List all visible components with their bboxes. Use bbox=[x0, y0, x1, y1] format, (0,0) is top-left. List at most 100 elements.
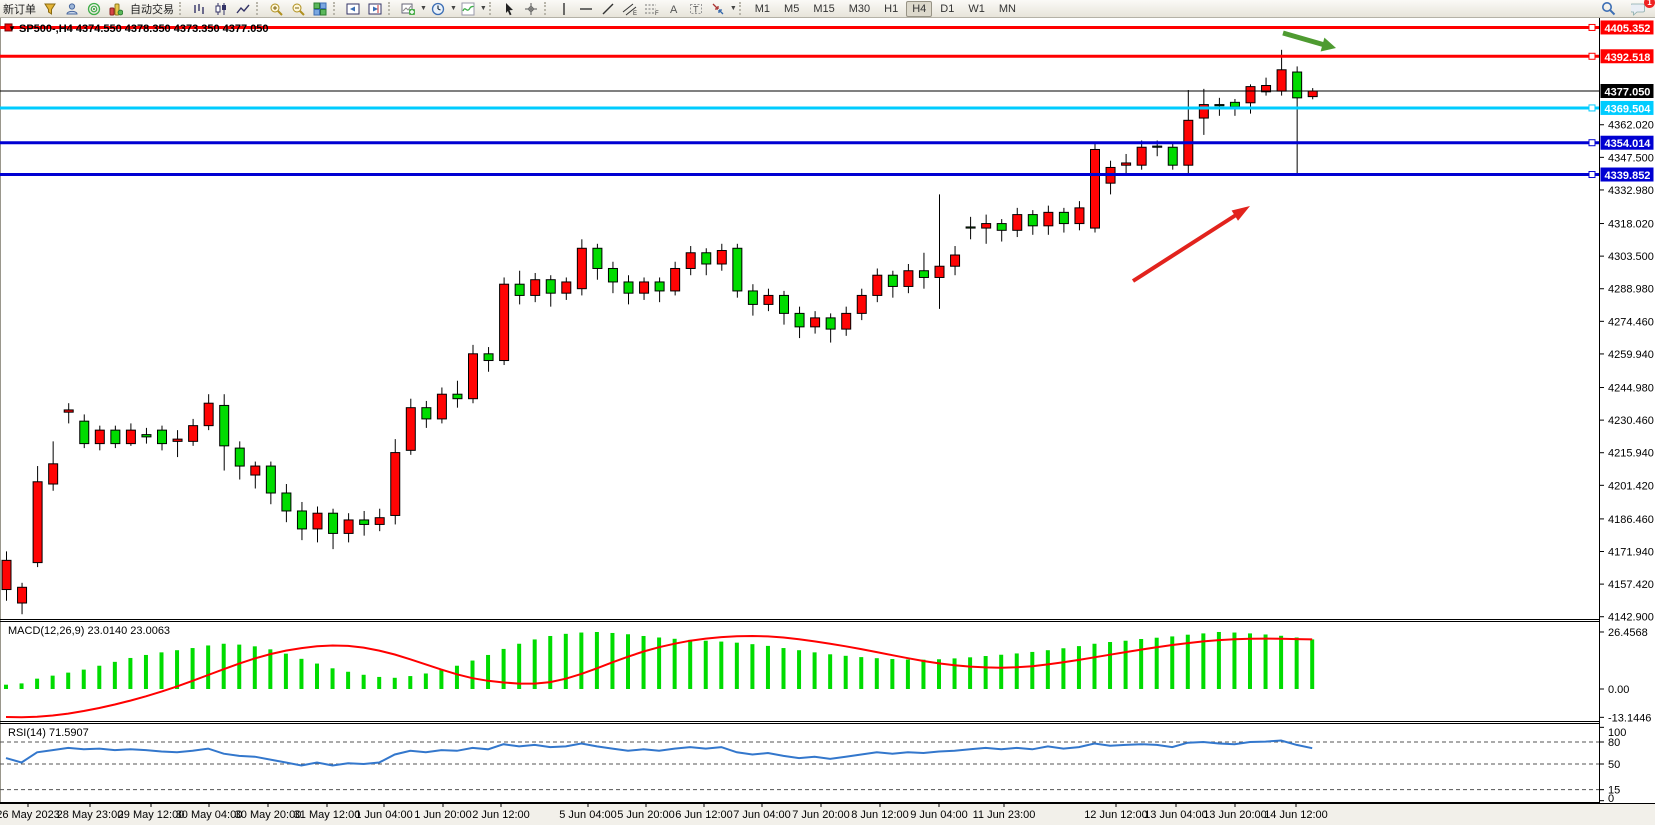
toolbar-grip bbox=[488, 2, 496, 15]
macd-histogram-bar bbox=[159, 652, 164, 689]
green-down-arrow-head-icon[interactable] bbox=[1320, 37, 1336, 52]
rsi-tick-label: 100 bbox=[1608, 727, 1626, 739]
chart-canvas[interactable]: 4362.020 4347.500 4332.980 4318.020 4303.500… bbox=[0, 17, 1655, 825]
profile-icon[interactable] bbox=[61, 1, 83, 17]
rsi-indicator-label: RSI(14) 71.5907 bbox=[8, 727, 89, 739]
macd-histogram-bar bbox=[221, 643, 226, 689]
bull-candle bbox=[1012, 214, 1023, 231]
bull-candle bbox=[172, 438, 183, 442]
bull-candle bbox=[903, 270, 914, 287]
new-order-button[interactable]: 新订单 bbox=[3, 3, 36, 16]
macd-histogram-bar bbox=[392, 677, 397, 689]
bull-candle bbox=[499, 283, 510, 362]
green-down-arrow-annotation[interactable] bbox=[1282, 30, 1324, 47]
tab-timeframe-MN[interactable]: MN bbox=[998, 2, 1016, 15]
bear-candle bbox=[141, 434, 152, 438]
tab-timeframe-M15[interactable]: M15 bbox=[813, 2, 835, 15]
time-tick-label: 30 May 04:00 bbox=[176, 809, 243, 821]
zoom-out-button[interactable] bbox=[287, 1, 309, 17]
zoom-in-button[interactable] bbox=[265, 1, 287, 17]
auto-trading-icon[interactable] bbox=[105, 1, 127, 17]
notifications-icon[interactable]: 1 bbox=[1627, 0, 1655, 17]
market-watch-icon[interactable] bbox=[83, 1, 105, 17]
chart-shift-button[interactable] bbox=[342, 1, 364, 17]
macd-histogram-bar bbox=[610, 632, 615, 689]
crosshair-tool-button[interactable] bbox=[520, 1, 542, 17]
line-chart-mode-button[interactable] bbox=[232, 1, 254, 17]
line-handle-icon[interactable] bbox=[1588, 52, 1596, 60]
cursor-tool-button[interactable] bbox=[498, 1, 520, 17]
bull-candle bbox=[343, 519, 354, 534]
red-up-arrow-annotation[interactable] bbox=[1131, 213, 1238, 283]
macd-histogram-bar bbox=[1030, 651, 1035, 689]
macd-histogram-bar bbox=[50, 675, 55, 689]
price-tick-label: 4230.460 bbox=[1608, 415, 1654, 427]
bull-candle bbox=[530, 279, 541, 296]
time-axis-background[interactable] bbox=[0, 803, 1655, 825]
line-handle-icon[interactable] bbox=[4, 23, 13, 32]
period-dropdown-icon[interactable]: ▼ bbox=[449, 5, 457, 12]
bull-candle bbox=[1090, 148, 1100, 229]
new-chart-button[interactable] bbox=[397, 1, 419, 17]
macd-histogram-bar bbox=[641, 635, 646, 689]
horizontal-line-tool-button[interactable] bbox=[575, 1, 597, 17]
text-tool-button[interactable]: A bbox=[663, 1, 685, 17]
line-handle-icon[interactable] bbox=[1588, 171, 1596, 179]
bull-candle bbox=[390, 452, 401, 516]
auto-trading-button[interactable]: 自动交易 bbox=[130, 3, 174, 16]
bear-candle bbox=[296, 510, 307, 530]
macd-histogram-bar bbox=[1045, 650, 1050, 689]
bull-candle bbox=[1, 559, 12, 591]
channel-tool-button[interactable]: E bbox=[619, 1, 641, 17]
tab-timeframe-H4[interactable]: H4 bbox=[906, 0, 933, 17]
tab-timeframe-M30[interactable]: M30 bbox=[848, 2, 871, 15]
bar-chart-mode-button[interactable] bbox=[188, 1, 210, 17]
bear-candle bbox=[281, 492, 292, 512]
price-tick-label: 4244.980 bbox=[1608, 383, 1654, 395]
macd-histogram-bar bbox=[299, 658, 304, 689]
macd-histogram-bar bbox=[874, 658, 879, 689]
tab-timeframe-H1[interactable]: H1 bbox=[884, 2, 899, 15]
tab-timeframe-W1[interactable]: W1 bbox=[968, 2, 985, 15]
macd-histogram-bar bbox=[672, 638, 677, 689]
toolbar-grip bbox=[179, 2, 186, 15]
fibonacci-tool-button[interactable]: F bbox=[641, 1, 663, 17]
price-tick-label: 4347.500 bbox=[1608, 152, 1654, 164]
price-tick-label: 4186.460 bbox=[1608, 514, 1654, 526]
candlestick-mode-button[interactable] bbox=[210, 1, 232, 17]
macd-histogram-bar bbox=[237, 644, 242, 689]
indicators-button[interactable] bbox=[457, 1, 479, 17]
tab-timeframe-D1[interactable]: D1 bbox=[940, 2, 955, 15]
tab-timeframe-M1[interactable]: M1 bbox=[754, 2, 771, 15]
tab-timeframe-M5[interactable]: M5 bbox=[784, 2, 800, 15]
line-handle-icon[interactable] bbox=[1588, 139, 1596, 147]
macd-histogram-bar bbox=[626, 634, 630, 689]
bear-candle bbox=[1292, 71, 1303, 99]
macd-histogram-bar bbox=[1232, 632, 1237, 689]
line-handle-icon[interactable] bbox=[1588, 104, 1596, 112]
collapse-triangle-icon[interactable]: ▼ bbox=[8, 24, 16, 33]
price-tag-4339.852 bbox=[1600, 167, 1654, 182]
period-clock-button[interactable] bbox=[427, 1, 449, 17]
red-up-arrow-head-icon[interactable] bbox=[1231, 206, 1250, 221]
svg-text:A: A bbox=[670, 4, 678, 16]
auto-scroll-button[interactable] bbox=[364, 1, 386, 17]
tile-windows-button[interactable] bbox=[309, 1, 331, 17]
funnel-icon[interactable] bbox=[39, 1, 61, 17]
line-handle-icon[interactable] bbox=[1588, 23, 1596, 31]
price-tick-label: 4362.020 bbox=[1608, 120, 1654, 132]
trendline-tool-button[interactable] bbox=[597, 1, 619, 17]
bear-candle bbox=[747, 290, 758, 305]
vertical-line-tool-button[interactable] bbox=[553, 1, 575, 17]
bull-candle bbox=[374, 517, 385, 525]
search-icon[interactable] bbox=[1597, 1, 1619, 17]
time-tick-label: 31 May 12:00 bbox=[294, 809, 361, 821]
text-label-tool-button[interactable]: T bbox=[685, 1, 707, 17]
new-chart-dropdown-icon[interactable]: ▼ bbox=[420, 5, 427, 12]
price-scale[interactable]: 4362.020 4347.500 4332.980 4318.020 4303.500… bbox=[1599, 17, 1655, 805]
indicators-dropdown-icon[interactable]: ▼ bbox=[479, 5, 487, 12]
arrows-dropdown-icon[interactable]: ▼ bbox=[729, 5, 737, 12]
bull-candle bbox=[670, 267, 681, 292]
arrows-tool-button[interactable] bbox=[707, 1, 729, 17]
